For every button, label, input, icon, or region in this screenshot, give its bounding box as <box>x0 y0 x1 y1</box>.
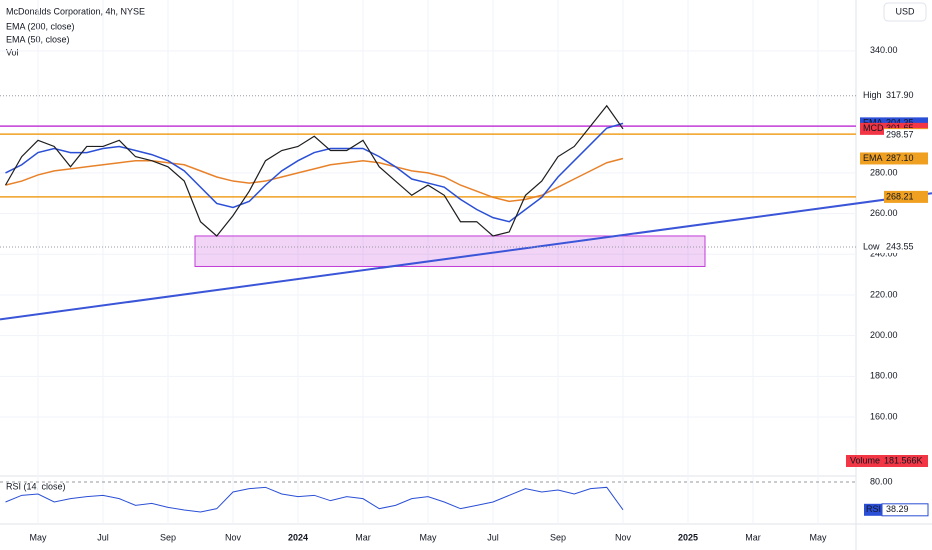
price-tag-name-text: EMA <box>863 153 883 163</box>
x-tick-label: Mar <box>745 532 761 542</box>
rsi-tag-value: 38.29 <box>886 504 909 514</box>
price-tag-value: 268.21 <box>886 191 914 201</box>
price-tag-value: 317.90 <box>886 90 914 100</box>
y-tick-label: 240.00 <box>870 249 898 259</box>
indicator-label: Vol <box>6 47 19 57</box>
chart-title: McDonalds Corporation, 4h, NYSE <box>6 6 145 16</box>
price-tag-value: 298.57 <box>886 130 914 140</box>
volume-value: 181.566K <box>884 455 923 465</box>
y-tick-label: 160.00 <box>870 411 898 421</box>
price-tag-name-text: Low <box>863 241 880 251</box>
price-tag-value: 287.10 <box>886 153 914 163</box>
indicator-label: EMA (200, close) <box>6 21 75 31</box>
price-tag <box>884 129 928 142</box>
price-tag-name <box>860 152 884 165</box>
x-tick-label: Jul <box>97 532 109 542</box>
x-tick-label: Jul <box>487 532 499 542</box>
y-tick-label: 340.00 <box>870 45 898 55</box>
rsi-tag-name <box>864 503 882 516</box>
price-tag-name-text: EMA <box>863 118 883 128</box>
y-tick-label: 180.00 <box>870 371 898 381</box>
x-tick-label: May <box>809 532 827 542</box>
x-tick-label: Sep <box>550 532 566 542</box>
currency-button[interactable] <box>883 2 927 22</box>
rsi-tag-name-text: RSI <box>866 504 881 514</box>
y-tick-label: 200.00 <box>870 330 898 340</box>
price-tag-name-text: High <box>863 90 882 100</box>
price-tag-name <box>860 89 884 102</box>
y-tick-label: 260.00 <box>870 208 898 218</box>
price-tag-value: 243.55 <box>886 241 914 251</box>
price-tag-name-text: MCD <box>863 123 884 133</box>
rsi-line <box>5 486 624 513</box>
rsi-tick-label: 80.00 <box>870 476 893 486</box>
price-tag-value: 304.35 <box>886 118 914 128</box>
price-tag <box>884 190 928 203</box>
x-tick-label: May <box>29 532 47 542</box>
currency[interactable]: USD <box>895 6 915 16</box>
price-tag-name <box>860 122 884 135</box>
ema-line <box>5 157 624 203</box>
x-tick-label: Mar <box>355 532 371 542</box>
zone <box>194 235 706 267</box>
rsi-tag <box>881 503 929 517</box>
price-line <box>4 104 624 237</box>
price-tag <box>884 152 928 165</box>
price-tag <box>884 241 928 254</box>
trendline <box>0 192 932 321</box>
x-tick-label: 2024 <box>288 532 308 542</box>
x-tick-label: May <box>419 532 437 542</box>
ema-line <box>5 122 624 223</box>
rsi-label: RSI (14, close) <box>6 481 66 491</box>
x-tick-label: Nov <box>615 532 632 542</box>
y-tick-label: 280.00 <box>870 167 898 177</box>
x-tick-label: Sep <box>160 532 176 542</box>
price-tag <box>884 89 928 102</box>
x-tick-label: Nov <box>225 532 242 542</box>
y-tick-label: 220.00 <box>870 289 898 299</box>
volume-tag <box>846 455 928 467</box>
x-tick-label: 2025 <box>678 532 698 542</box>
volume-name: Volume <box>850 455 880 465</box>
price-tag-name <box>860 241 884 254</box>
